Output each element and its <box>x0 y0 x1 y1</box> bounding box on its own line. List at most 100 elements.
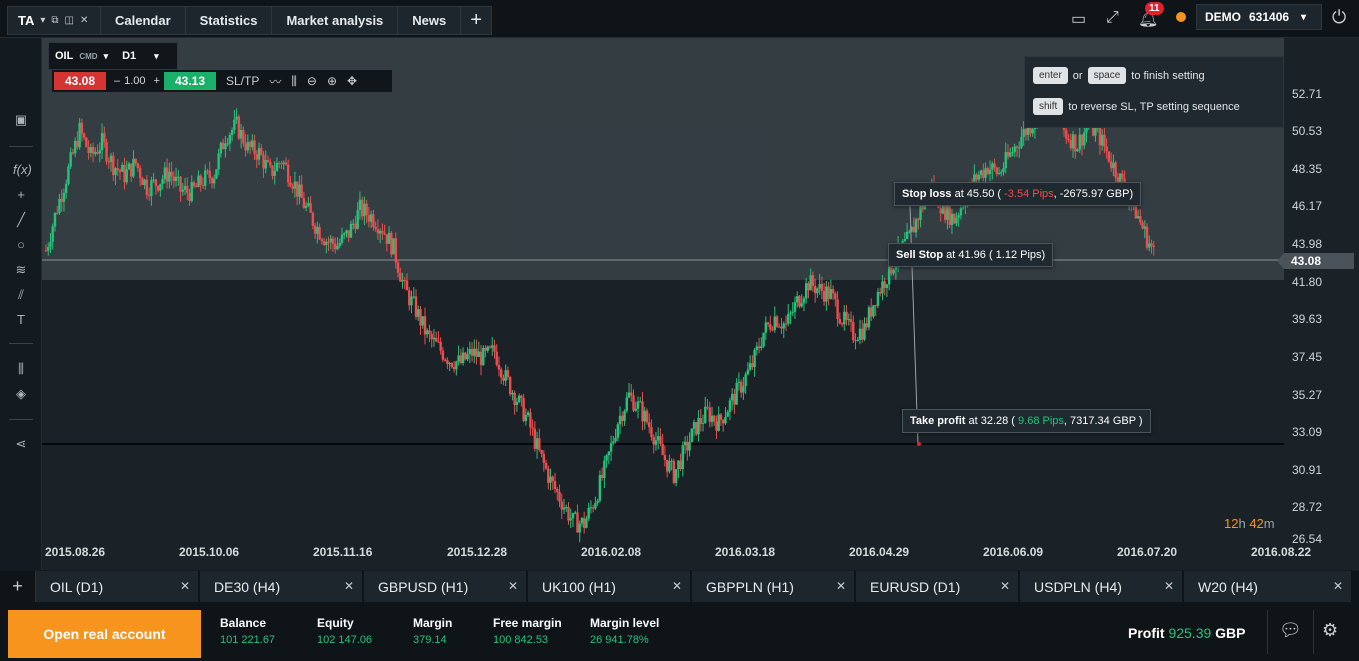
candle-bullish <box>67 166 70 184</box>
gear-icon[interactable]: ⚙ <box>1322 620 1339 640</box>
chart-tab[interactable]: GBPPLN (H1) ✕ <box>692 571 856 602</box>
chart-tab[interactable]: EURUSD (D1) ✕ <box>856 571 1020 602</box>
instrument-type: CMD <box>79 51 98 61</box>
candle-bullish <box>1009 152 1012 157</box>
chart-tab[interactable]: OIL (D1) ✕ <box>36 571 200 602</box>
sell-stop-at: at 41.96 ( 1.12 Pips) <box>946 249 1046 261</box>
candle-bearish <box>558 491 561 502</box>
volume-increase-button[interactable]: + <box>153 75 160 87</box>
share-icon[interactable]: ⋖ <box>15 436 27 451</box>
candle-bullish <box>656 436 660 441</box>
candle-bullish <box>1148 243 1151 248</box>
candle-bearish <box>836 299 839 319</box>
close-icon[interactable]: ✕ <box>1332 579 1343 593</box>
candle-bearish <box>154 179 158 186</box>
sell-stop-tooltip[interactable]: Sell Stop at 41.96 ( 1.12 Pips) <box>888 243 1054 267</box>
chevron-down-icon[interactable]: ▾ <box>40 15 46 26</box>
chart-tab[interactable]: USDPLN (H4) ✕ <box>1020 571 1184 602</box>
price-tick: 30.91 <box>1292 463 1323 477</box>
date-axis[interactable]: 2015.08.26 2015.10.06 2015.11.16 2015.12… <box>42 545 1342 561</box>
profit-label: Profit <box>1128 625 1165 641</box>
candle-bullish <box>571 513 575 519</box>
volume-decrease-button[interactable]: – <box>114 75 121 87</box>
chat-icon[interactable]: 💬︎ <box>1279 620 1302 640</box>
rectangle-select-icon[interactable]: ▣ <box>14 112 28 127</box>
price-tick: 52.71 <box>1292 87 1323 101</box>
close-icon[interactable]: ✕ <box>179 579 190 593</box>
candle-bearish <box>870 307 873 317</box>
candle-bearish <box>147 195 151 197</box>
close-icon[interactable]: ✕ <box>999 579 1010 593</box>
tab-news[interactable]: News <box>398 6 462 35</box>
candle-chart-icon[interactable]: ⫼ <box>291 73 297 88</box>
chevron-down-icon[interactable]: ▾ <box>154 50 159 61</box>
zoom-in-icon[interactable]: ⊕ <box>326 74 338 88</box>
tab-calendar[interactable]: Calendar <box>101 6 186 35</box>
open-real-account-button[interactable]: Open real account <box>8 610 201 658</box>
bell-icon[interactable]: 🔔︎ <box>1138 11 1159 28</box>
add-tab-button[interactable]: + <box>461 6 493 35</box>
add-chart-button[interactable]: + <box>0 571 36 602</box>
expand-icon[interactable]: ◫ <box>64 15 74 26</box>
margin-level-stat: Margin level 26 941.78% <box>590 616 659 646</box>
tab-market-analysis[interactable]: Market analysis <box>272 6 399 35</box>
stop-loss-tooltip[interactable]: Stop loss at 45.50 ( -3.54 Pips, -2675.9… <box>894 182 1142 206</box>
date-tick: 2015.08.26 <box>45 545 106 559</box>
close-icon[interactable]: ✕ <box>671 579 682 593</box>
move-icon[interactable]: ✥ <box>347 74 358 88</box>
instrument-symbol: OIL <box>55 50 74 62</box>
fibonacci-icon[interactable]: ≋ <box>15 262 27 277</box>
candle-bearish <box>450 362 454 367</box>
sell-button[interactable]: 43.08 <box>54 72 106 90</box>
candle-bullish <box>919 205 922 220</box>
fan-icon[interactable]: ⫽ <box>18 287 24 302</box>
layers-icon[interactable]: ◈ <box>16 386 26 401</box>
chart-tab[interactable]: DE30 (H4) ✕ <box>200 571 364 602</box>
candle-bearish <box>699 417 702 424</box>
line-chart-icon[interactable]: 〰 <box>269 74 282 89</box>
fullscreen-icon[interactable]: ⤢ <box>1106 9 1119 26</box>
popout-icon[interactable]: ⧉ <box>51 15 59 26</box>
tab-statistics[interactable]: Statistics <box>185 6 273 35</box>
candle-bullish <box>363 203 366 217</box>
chart-tab[interactable]: UK100 (H1) ✕ <box>528 571 692 602</box>
crosshair-icon[interactable]: + <box>17 187 25 202</box>
zoom-out-icon[interactable]: ⊖ <box>306 74 317 88</box>
candle-bearish <box>556 488 559 492</box>
buy-button[interactable]: 43.13 <box>163 72 216 90</box>
candle-bullish <box>228 134 232 144</box>
close-icon[interactable]: ✕ <box>835 579 846 593</box>
trendline-icon[interactable]: ╱ <box>17 212 25 227</box>
candle-bearish <box>883 281 886 288</box>
candle-bearish <box>186 186 189 193</box>
window-icon[interactable]: ▭ <box>1071 11 1087 28</box>
sltp-button[interactable]: SL/TP <box>225 74 260 88</box>
drawing-toolbar: ▣ f(x) + ╱ ○ ≋ ⫽ T ⫼ ◈ ⋖ <box>0 38 42 570</box>
circle-icon[interactable]: ○ <box>17 237 25 252</box>
function-icon[interactable]: f(x) <box>13 162 32 177</box>
chart-tab[interactable]: W20 (H4) ✕ <box>1184 571 1353 602</box>
power-icon[interactable]: ⏻ <box>1332 7 1347 27</box>
price-axis[interactable]: 52.71 50.53 48.35 46.17 43.98 41.80 39.6… <box>1277 38 1359 570</box>
date-tick: 2016.08.22 <box>1251 545 1312 559</box>
close-icon[interactable]: ✕ <box>1163 579 1174 593</box>
candle-bullish <box>955 217 958 224</box>
take-profit-tooltip[interactable]: Take profit at 32.28 ( 9.68 Pips, 7317.3… <box>902 409 1151 433</box>
volume-value[interactable]: 1.00 <box>124 75 146 87</box>
candle-bearish <box>446 360 449 365</box>
chart-tab[interactable]: GBPUSD (H1) ✕ <box>364 571 528 602</box>
candle-bearish <box>85 137 88 148</box>
chevron-down-icon[interactable]: ▾ <box>103 50 109 61</box>
margin-label: Margin <box>413 616 453 630</box>
candles-icon[interactable]: ⫼ <box>18 361 24 376</box>
candle-bearish <box>374 226 377 230</box>
close-icon[interactable]: ✕ <box>80 15 89 26</box>
timeframe-label[interactable]: D1 <box>122 50 137 62</box>
account-selector[interactable]: DEMO 631406 ▾ <box>1196 4 1322 30</box>
ta-menu[interactable]: TA ▾ ⧉ ◫ ✕ <box>7 6 101 35</box>
close-icon[interactable]: ✕ <box>507 579 518 593</box>
instrument-selector[interactable]: OIL CMD ▾ D1 ▾ <box>48 42 178 70</box>
candle-bearish <box>278 162 281 164</box>
close-icon[interactable]: ✕ <box>343 579 354 593</box>
text-icon[interactable]: T <box>17 312 25 327</box>
